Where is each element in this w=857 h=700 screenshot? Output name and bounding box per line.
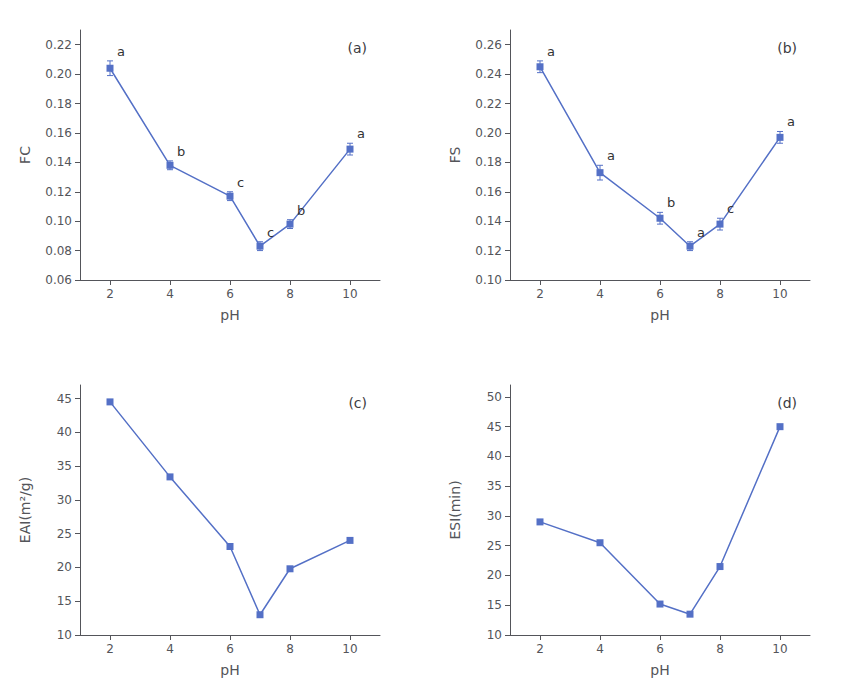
- svg-text:2: 2: [536, 642, 544, 656]
- svg-text:0.22: 0.22: [45, 38, 72, 52]
- svg-text:0.10: 0.10: [475, 273, 502, 287]
- svg-text:(a): (a): [347, 40, 367, 56]
- svg-text:2: 2: [106, 642, 114, 656]
- svg-text:6: 6: [226, 642, 234, 656]
- svg-text:b: b: [297, 203, 305, 218]
- svg-text:45: 45: [487, 420, 502, 434]
- svg-text:a: a: [787, 114, 795, 129]
- svg-text:c: c: [727, 201, 734, 216]
- svg-text:0.06: 0.06: [45, 273, 72, 287]
- svg-text:35: 35: [487, 479, 502, 493]
- svg-text:0.16: 0.16: [475, 185, 502, 199]
- svg-text:4: 4: [166, 287, 174, 301]
- svg-text:a: a: [357, 126, 365, 141]
- svg-text:6: 6: [226, 287, 234, 301]
- svg-text:pH: pH: [220, 307, 239, 323]
- svg-text:10: 10: [342, 642, 357, 656]
- svg-text:(b): (b): [777, 40, 797, 56]
- svg-text:4: 4: [596, 287, 604, 301]
- svg-text:EAI(m²/g): EAI(m²/g): [17, 477, 33, 543]
- svg-text:20: 20: [57, 560, 72, 574]
- svg-text:0.20: 0.20: [475, 126, 502, 140]
- svg-text:8: 8: [286, 642, 294, 656]
- svg-text:50: 50: [487, 390, 502, 404]
- svg-text:c: c: [267, 225, 274, 240]
- svg-text:8: 8: [716, 287, 724, 301]
- svg-text:pH: pH: [220, 662, 239, 678]
- svg-text:0.26: 0.26: [475, 38, 502, 52]
- svg-text:6: 6: [656, 642, 664, 656]
- svg-text:6: 6: [656, 287, 664, 301]
- svg-text:0.24: 0.24: [475, 67, 502, 81]
- svg-text:8: 8: [716, 642, 724, 656]
- svg-text:c: c: [237, 175, 244, 190]
- svg-text:40: 40: [57, 425, 72, 439]
- svg-text:35: 35: [57, 459, 72, 473]
- svg-text:0.12: 0.12: [475, 244, 502, 258]
- svg-text:pH: pH: [650, 307, 669, 323]
- svg-text:a: a: [117, 44, 125, 59]
- svg-text:40: 40: [487, 449, 502, 463]
- svg-text:ESI(min): ESI(min): [447, 480, 463, 539]
- svg-text:(c): (c): [348, 395, 367, 411]
- svg-text:b: b: [177, 144, 185, 159]
- svg-text:0.14: 0.14: [475, 214, 502, 228]
- svg-text:2: 2: [536, 287, 544, 301]
- svg-text:10: 10: [772, 287, 787, 301]
- svg-text:FC: FC: [17, 146, 33, 164]
- svg-text:20: 20: [487, 568, 502, 582]
- svg-text:0.18: 0.18: [45, 97, 72, 111]
- svg-text:a: a: [547, 44, 555, 59]
- svg-text:(d): (d): [777, 395, 797, 411]
- svg-text:25: 25: [57, 527, 72, 541]
- svg-text:0.20: 0.20: [45, 67, 72, 81]
- svg-text:pH: pH: [650, 662, 669, 678]
- svg-text:10: 10: [342, 287, 357, 301]
- svg-text:10: 10: [57, 628, 72, 642]
- svg-text:0.14: 0.14: [45, 155, 72, 169]
- svg-text:0.22: 0.22: [475, 97, 502, 111]
- svg-text:10: 10: [487, 628, 502, 642]
- svg-text:a: a: [607, 148, 615, 163]
- svg-text:0.12: 0.12: [45, 185, 72, 199]
- svg-text:0.08: 0.08: [45, 244, 72, 258]
- svg-text:10: 10: [772, 642, 787, 656]
- svg-text:0.16: 0.16: [45, 126, 72, 140]
- svg-text:4: 4: [596, 642, 604, 656]
- svg-text:4: 4: [166, 642, 174, 656]
- svg-text:45: 45: [57, 392, 72, 406]
- svg-text:b: b: [667, 195, 675, 210]
- svg-text:15: 15: [487, 598, 502, 612]
- svg-text:8: 8: [286, 287, 294, 301]
- svg-text:2: 2: [106, 287, 114, 301]
- svg-text:a: a: [697, 225, 705, 240]
- svg-text:FS: FS: [447, 147, 463, 164]
- svg-text:0.18: 0.18: [475, 155, 502, 169]
- svg-text:30: 30: [487, 509, 502, 523]
- svg-text:0.10: 0.10: [45, 214, 72, 228]
- svg-text:15: 15: [57, 594, 72, 608]
- svg-text:30: 30: [57, 493, 72, 507]
- svg-text:25: 25: [487, 539, 502, 553]
